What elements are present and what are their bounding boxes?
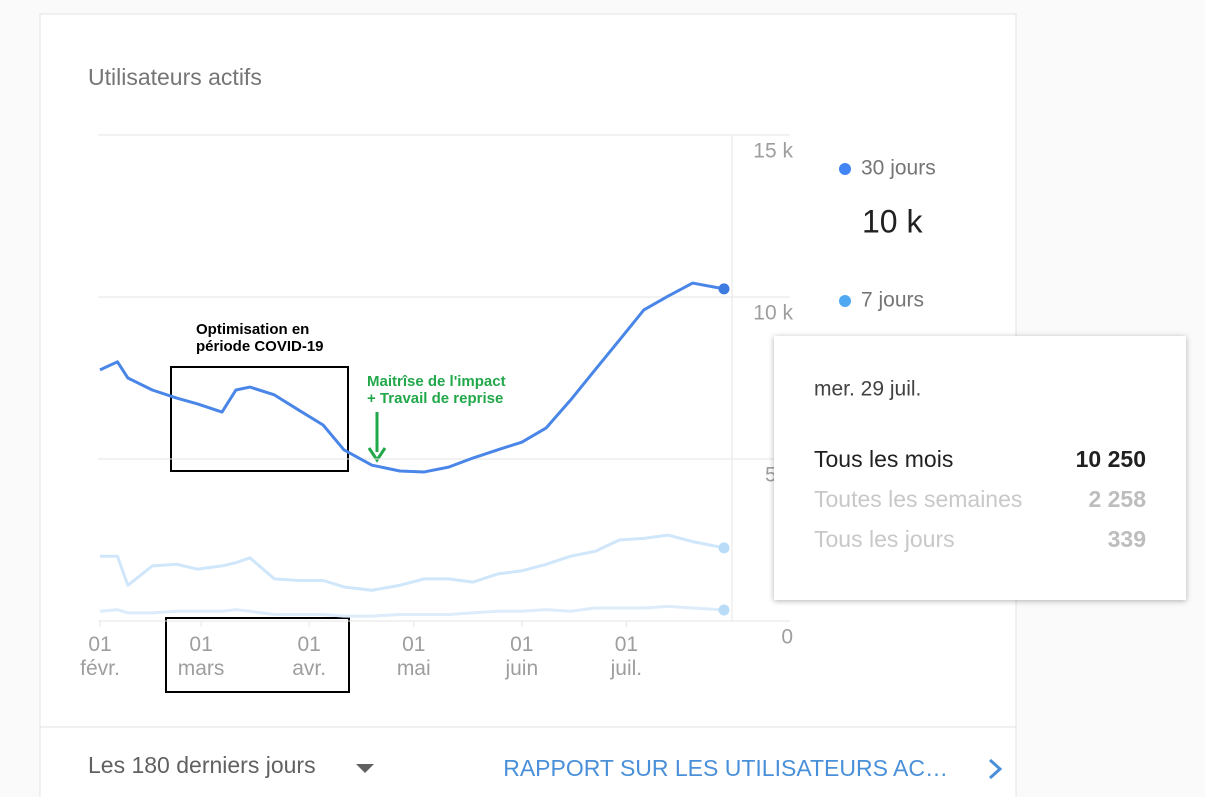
series-line (99, 281, 725, 474)
x-tick-label: 01 juil. (610, 633, 643, 680)
legend-dot (839, 163, 851, 175)
x-tick-label: 01 juin (504, 633, 538, 680)
chevron[interactable] (988, 758, 1003, 780)
dropdown-arrow[interactable] (356, 764, 374, 773)
x-tick-label: 01 mars (178, 633, 225, 680)
annotation: Maitrîse de l'impact (367, 373, 506, 390)
x-tick-label: 01 avr. (292, 633, 326, 680)
highlight-box (170, 366, 349, 472)
tooltip-label: Tous les mois (814, 446, 953, 472)
tooltip-date: mer. 29 juil. (814, 378, 921, 401)
series-line (99, 604, 725, 618)
tooltip-value: 10 250 (1076, 446, 1146, 472)
annotation-arrowhead (367, 447, 387, 463)
tooltip-label: Tous les jours (814, 526, 955, 552)
y-tick-label: 0 (781, 626, 793, 649)
legend-value: 10 k (862, 203, 923, 239)
tooltip: mer. 29 juil. Tous les mois 10 250 Toutes l… (774, 336, 1186, 600)
series-line (100, 533, 725, 592)
legend-label: 30 jours (861, 157, 936, 180)
end-point (718, 604, 730, 616)
chart: 05 k10 k15 k01févr.01mars01avr.01mai01ju… (80, 134, 793, 680)
highlight-box (165, 617, 350, 693)
tooltip-label: Toutes les semaines (814, 486, 1022, 512)
y-tick-label: 15 k (753, 140, 793, 163)
x-tick-label: 01 mai (397, 633, 431, 680)
tooltip-box (774, 336, 1186, 600)
annotation: + Travail de reprise (367, 390, 503, 407)
legend-dot (839, 295, 851, 307)
card-title: Utilisateurs actifs (88, 64, 262, 90)
legend-label: 7 jours (861, 289, 924, 312)
report-link[interactable]: RAPPORT SUR LES UTILISATEURS AC… (503, 755, 948, 781)
x-tick-label: 01 févr. (80, 633, 120, 680)
y-tick-label: 10 k (753, 302, 793, 325)
end-point (718, 542, 730, 554)
annotation: période COVID-19 (196, 338, 324, 355)
annotation: Optimisation en (196, 321, 309, 338)
tooltip-value: 339 (1108, 526, 1146, 552)
tooltip-value: 2 258 (1088, 486, 1146, 512)
range-selector[interactable]: Les 180 derniers jours (88, 752, 316, 778)
end-point (718, 283, 730, 295)
